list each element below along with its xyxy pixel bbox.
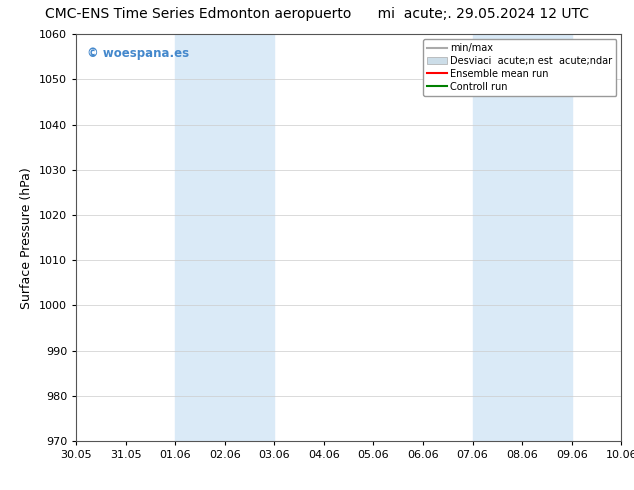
Y-axis label: Surface Pressure (hPa): Surface Pressure (hPa) (20, 167, 34, 309)
Bar (472, 34, 572, 441)
Text: © woespana.es: © woespana.es (87, 47, 189, 59)
Bar (175, 34, 275, 441)
Legend: min/max, Desviaci  acute;n est  acute;ndar, Ensemble mean run, Controll run: min/max, Desviaci acute;n est acute;ndar… (424, 39, 616, 96)
Text: CMC-ENS Time Series Edmonton aeropuerto      mi  acute;. 29.05.2024 12 UTC: CMC-ENS Time Series Edmonton aeropuerto … (45, 7, 589, 22)
